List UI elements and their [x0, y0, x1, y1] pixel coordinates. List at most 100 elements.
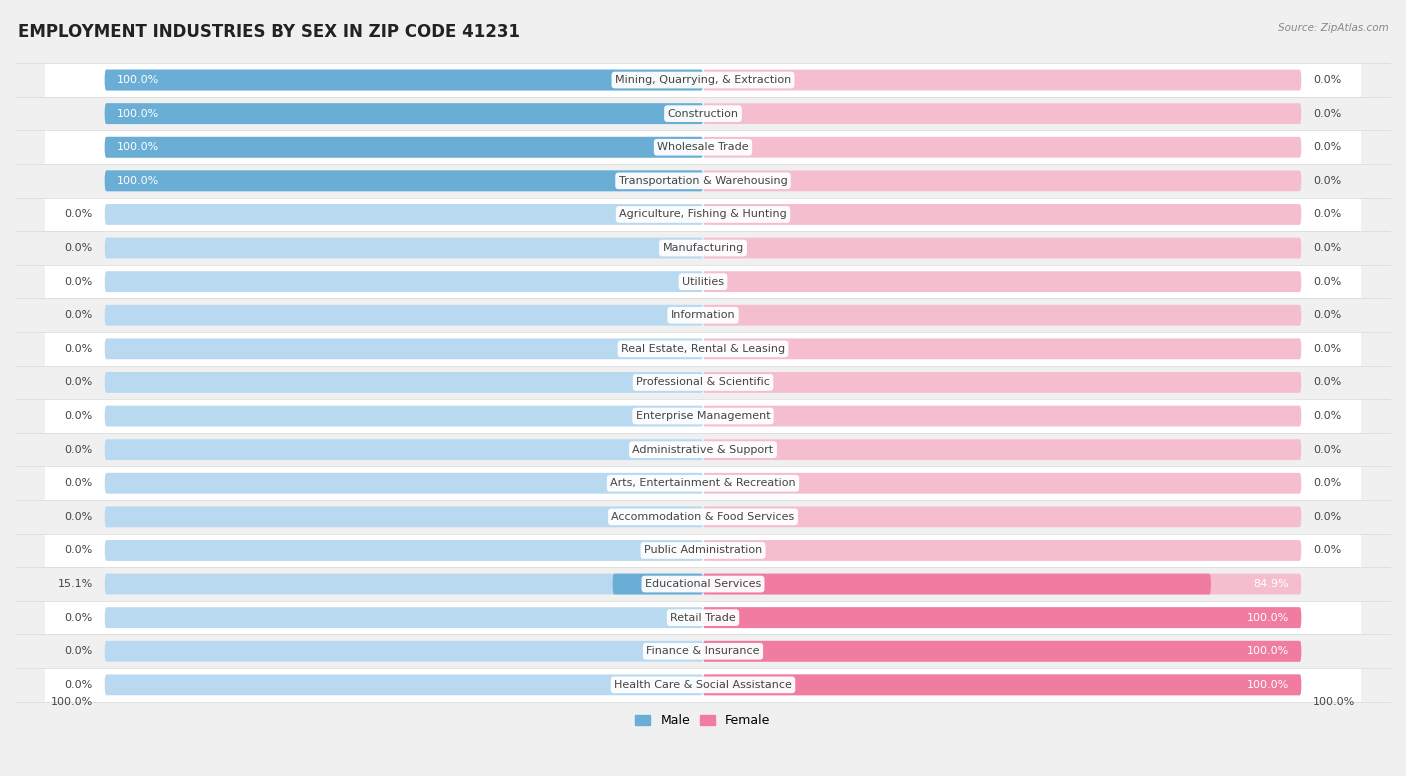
- Text: 0.0%: 0.0%: [1313, 512, 1341, 521]
- Text: Accommodation & Food Services: Accommodation & Food Services: [612, 512, 794, 521]
- Bar: [45, 534, 1361, 567]
- Text: 0.0%: 0.0%: [1313, 243, 1341, 253]
- FancyBboxPatch shape: [104, 674, 703, 695]
- Text: Finance & Insurance: Finance & Insurance: [647, 646, 759, 656]
- Text: 100.0%: 100.0%: [117, 142, 159, 152]
- Legend: Male, Female: Male, Female: [630, 709, 776, 733]
- FancyBboxPatch shape: [703, 103, 1302, 124]
- Text: 0.0%: 0.0%: [65, 680, 93, 690]
- Text: 100.0%: 100.0%: [1247, 646, 1289, 656]
- Bar: [45, 466, 1361, 500]
- FancyBboxPatch shape: [703, 641, 1302, 662]
- FancyBboxPatch shape: [703, 507, 1302, 527]
- Text: 0.0%: 0.0%: [65, 613, 93, 622]
- FancyBboxPatch shape: [703, 674, 1302, 695]
- Text: 0.0%: 0.0%: [65, 377, 93, 387]
- Text: 15.1%: 15.1%: [58, 579, 93, 589]
- Text: Agriculture, Fishing & Hunting: Agriculture, Fishing & Hunting: [619, 210, 787, 220]
- Text: Information: Information: [671, 310, 735, 320]
- Bar: [45, 265, 1361, 299]
- FancyBboxPatch shape: [104, 70, 703, 91]
- FancyBboxPatch shape: [104, 272, 703, 292]
- Text: Professional & Scientific: Professional & Scientific: [636, 377, 770, 387]
- Text: 100.0%: 100.0%: [117, 109, 159, 119]
- FancyBboxPatch shape: [703, 204, 1302, 225]
- Bar: [45, 668, 1361, 702]
- Text: 0.0%: 0.0%: [1313, 411, 1341, 421]
- FancyBboxPatch shape: [104, 171, 703, 191]
- Bar: [45, 130, 1361, 164]
- Bar: [45, 63, 1361, 97]
- Text: Real Estate, Rental & Leasing: Real Estate, Rental & Leasing: [621, 344, 785, 354]
- FancyBboxPatch shape: [703, 137, 1302, 158]
- FancyBboxPatch shape: [613, 573, 703, 594]
- Text: Enterprise Management: Enterprise Management: [636, 411, 770, 421]
- FancyBboxPatch shape: [104, 137, 703, 158]
- Text: 0.0%: 0.0%: [65, 512, 93, 521]
- Text: 0.0%: 0.0%: [65, 646, 93, 656]
- Text: Utilities: Utilities: [682, 277, 724, 286]
- FancyBboxPatch shape: [104, 507, 703, 527]
- Text: 0.0%: 0.0%: [1313, 75, 1341, 85]
- Text: 100.0%: 100.0%: [117, 75, 159, 85]
- Bar: [45, 97, 1361, 130]
- Text: 0.0%: 0.0%: [1313, 377, 1341, 387]
- Text: Transportation & Warehousing: Transportation & Warehousing: [619, 176, 787, 185]
- Text: 0.0%: 0.0%: [1313, 478, 1341, 488]
- Bar: [45, 400, 1361, 433]
- Text: Administrative & Support: Administrative & Support: [633, 445, 773, 455]
- Text: 0.0%: 0.0%: [1313, 546, 1341, 556]
- Bar: [45, 567, 1361, 601]
- Text: Wholesale Trade: Wholesale Trade: [657, 142, 749, 152]
- Text: 0.0%: 0.0%: [65, 277, 93, 286]
- Text: 0.0%: 0.0%: [1313, 210, 1341, 220]
- Text: Educational Services: Educational Services: [645, 579, 761, 589]
- Text: 0.0%: 0.0%: [65, 411, 93, 421]
- FancyBboxPatch shape: [104, 103, 703, 124]
- Text: 0.0%: 0.0%: [1313, 344, 1341, 354]
- FancyBboxPatch shape: [104, 237, 703, 258]
- FancyBboxPatch shape: [703, 641, 1302, 662]
- FancyBboxPatch shape: [703, 70, 1302, 91]
- Text: 0.0%: 0.0%: [65, 310, 93, 320]
- FancyBboxPatch shape: [104, 540, 703, 561]
- FancyBboxPatch shape: [703, 573, 1211, 594]
- Text: Construction: Construction: [668, 109, 738, 119]
- FancyBboxPatch shape: [104, 70, 703, 91]
- Text: 0.0%: 0.0%: [1313, 142, 1341, 152]
- Text: Retail Trade: Retail Trade: [671, 613, 735, 622]
- FancyBboxPatch shape: [703, 305, 1302, 326]
- Bar: [45, 635, 1361, 668]
- FancyBboxPatch shape: [104, 305, 703, 326]
- FancyBboxPatch shape: [703, 608, 1302, 628]
- Text: 0.0%: 0.0%: [1313, 277, 1341, 286]
- Bar: [45, 433, 1361, 466]
- FancyBboxPatch shape: [703, 674, 1302, 695]
- FancyBboxPatch shape: [703, 338, 1302, 359]
- FancyBboxPatch shape: [703, 372, 1302, 393]
- Text: 100.0%: 100.0%: [1313, 697, 1355, 707]
- Text: Manufacturing: Manufacturing: [662, 243, 744, 253]
- Text: 84.9%: 84.9%: [1254, 579, 1289, 589]
- Bar: [45, 500, 1361, 534]
- Bar: [45, 164, 1361, 198]
- Text: EMPLOYMENT INDUSTRIES BY SEX IN ZIP CODE 41231: EMPLOYMENT INDUSTRIES BY SEX IN ZIP CODE…: [18, 23, 520, 41]
- FancyBboxPatch shape: [104, 204, 703, 225]
- Text: 0.0%: 0.0%: [1313, 176, 1341, 185]
- FancyBboxPatch shape: [703, 573, 1302, 594]
- Text: 0.0%: 0.0%: [65, 478, 93, 488]
- Bar: [45, 198, 1361, 231]
- FancyBboxPatch shape: [104, 372, 703, 393]
- Text: 0.0%: 0.0%: [1313, 109, 1341, 119]
- FancyBboxPatch shape: [104, 641, 703, 662]
- Bar: [45, 332, 1361, 365]
- Text: 0.0%: 0.0%: [1313, 445, 1341, 455]
- Text: 0.0%: 0.0%: [1313, 310, 1341, 320]
- FancyBboxPatch shape: [703, 540, 1302, 561]
- FancyBboxPatch shape: [703, 237, 1302, 258]
- Text: Source: ZipAtlas.com: Source: ZipAtlas.com: [1278, 23, 1389, 33]
- Text: Public Administration: Public Administration: [644, 546, 762, 556]
- FancyBboxPatch shape: [104, 608, 703, 628]
- FancyBboxPatch shape: [104, 573, 703, 594]
- FancyBboxPatch shape: [703, 272, 1302, 292]
